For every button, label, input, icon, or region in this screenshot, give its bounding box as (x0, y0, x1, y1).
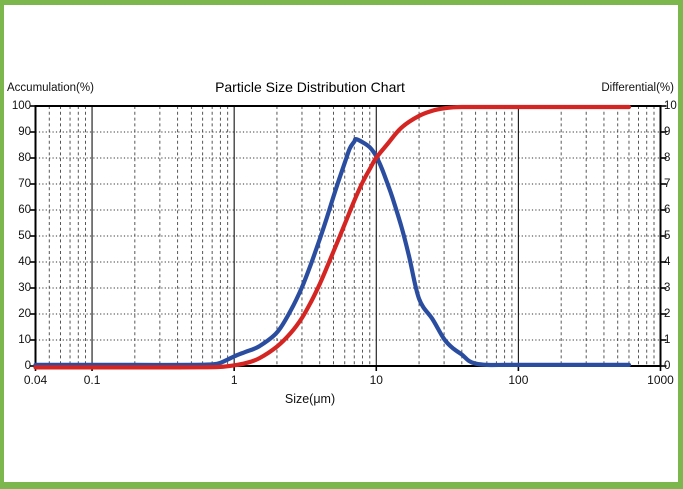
x-tick-label: 1 (230, 373, 238, 387)
y-right-tick-label: 0 (664, 360, 671, 372)
y-left-tick-label: 50 (18, 230, 31, 242)
x-tick-label: 0.1 (83, 373, 101, 387)
y-right-tick-label: 9 (664, 126, 671, 138)
y-left-tick-label: 30 (18, 282, 31, 294)
y-left-tick-label: 40 (18, 256, 31, 268)
x-tick-label: 10 (369, 373, 383, 387)
x-tick-label: 0.04 (23, 373, 48, 387)
y-left-tick-label: 20 (18, 308, 31, 320)
y-right-tick-label: 5 (664, 230, 671, 242)
y-right-tick-label: 1 (664, 334, 671, 346)
y-right-tick-label: 2 (664, 308, 671, 320)
y-right-tick-label: 10 (664, 100, 677, 112)
x-tick-label: 100 (508, 373, 529, 387)
y-right-tick-label: 7 (664, 178, 671, 190)
y-left-tick-label: 80 (18, 152, 31, 164)
chart-title: Particle Size Distribution Chart (215, 79, 405, 95)
x-axis-label: Size(μm) (284, 392, 336, 406)
accumulation-curve (33, 104, 632, 370)
y-left-tick-label: 0 (24, 360, 31, 372)
y-left-tick-label: 100 (11, 100, 31, 112)
y-left-tick-label: 70 (18, 178, 31, 190)
y-right-tick-label: 3 (664, 282, 671, 294)
y-right-tick-label: 8 (664, 152, 671, 164)
y-left-tick-label: 10 (18, 334, 31, 346)
differential-curve (33, 137, 632, 368)
y-right-tick-label: 6 (664, 204, 671, 216)
right-axis-label: Differential(%) (601, 82, 674, 94)
x-tick-label: 1000 (647, 373, 674, 387)
y-left-tick-label: 60 (18, 204, 31, 216)
y-right-tick-label: 4 (664, 256, 671, 268)
y-left-tick-label: 90 (18, 126, 31, 138)
left-axis-label: Accumulation(%) (7, 82, 94, 94)
